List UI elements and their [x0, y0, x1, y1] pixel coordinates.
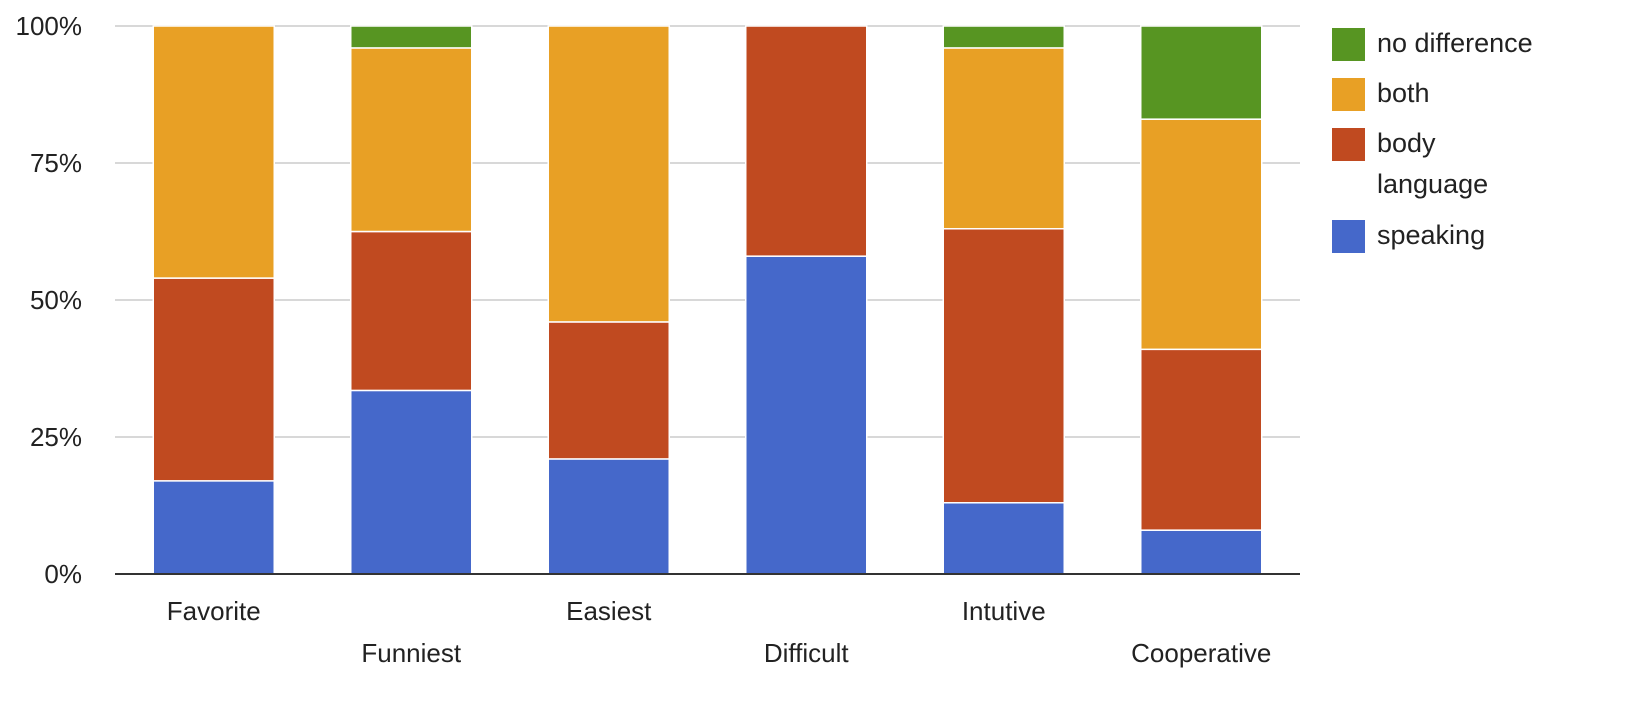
x-category-label: Funniest	[361, 638, 461, 668]
bar-segment	[942, 25, 1065, 49]
bar-segment	[942, 47, 1065, 230]
legend-label: language	[1377, 169, 1488, 199]
bar-segment	[152, 25, 275, 279]
bar-stack	[745, 25, 868, 575]
y-tick-label: 50%	[30, 285, 82, 315]
bar-segment	[350, 47, 473, 233]
legend-swatch	[1332, 220, 1365, 253]
y-tick-label: 25%	[30, 422, 82, 452]
bar-stack	[547, 25, 670, 575]
legend-item: both	[1332, 78, 1430, 111]
bar-stack	[350, 25, 473, 575]
bar-stack	[1140, 25, 1263, 575]
x-category-label: Easiest	[566, 596, 652, 626]
bar-segment	[1140, 529, 1263, 575]
bar-segment	[350, 25, 473, 49]
bar-segment	[350, 389, 473, 575]
bar-segment	[152, 277, 275, 482]
bar-stack	[152, 25, 275, 575]
y-tick-label: 0%	[44, 559, 82, 589]
gridlines	[115, 25, 1300, 438]
bar-segment	[745, 255, 868, 575]
y-tick-label: 100%	[16, 11, 83, 41]
legend: no difference both body language speaking	[1332, 28, 1533, 253]
legend-item: speaking	[1332, 220, 1485, 253]
bar-segment	[547, 458, 670, 575]
bar-segment	[942, 228, 1065, 504]
legend-label: no difference	[1377, 28, 1533, 58]
bar-segment	[350, 230, 473, 392]
legend-swatch	[1332, 128, 1365, 161]
bar-segment	[1140, 118, 1263, 351]
x-category-label: Difficult	[764, 638, 850, 668]
legend-label: speaking	[1377, 220, 1485, 250]
x-category-label: Intutive	[962, 596, 1046, 626]
bar-segment	[547, 321, 670, 460]
x-category-label: Cooperative	[1131, 638, 1271, 668]
bar-segment	[152, 480, 275, 575]
bar-segment	[745, 25, 868, 257]
bar-stack	[942, 25, 1065, 575]
bar-segment	[547, 25, 670, 323]
legend-label: body	[1377, 128, 1436, 158]
legend-swatch	[1332, 28, 1365, 61]
x-category-label: Favorite	[167, 596, 261, 626]
bar-segment	[1140, 348, 1263, 531]
bar-segment	[1140, 25, 1263, 120]
legend-item: no difference	[1332, 28, 1533, 61]
bar-stacks	[152, 25, 1263, 575]
x-axis-category-labels: Favorite Funniest Easiest Difficult Intutive…	[167, 596, 1272, 668]
bar-segment	[942, 502, 1065, 575]
legend-swatch	[1332, 78, 1365, 111]
legend-label: both	[1377, 78, 1430, 108]
legend-item: body language	[1332, 128, 1488, 199]
y-axis-tick-labels: 0% 25% 50% 75% 100%	[16, 11, 83, 589]
y-tick-label: 75%	[30, 148, 82, 178]
